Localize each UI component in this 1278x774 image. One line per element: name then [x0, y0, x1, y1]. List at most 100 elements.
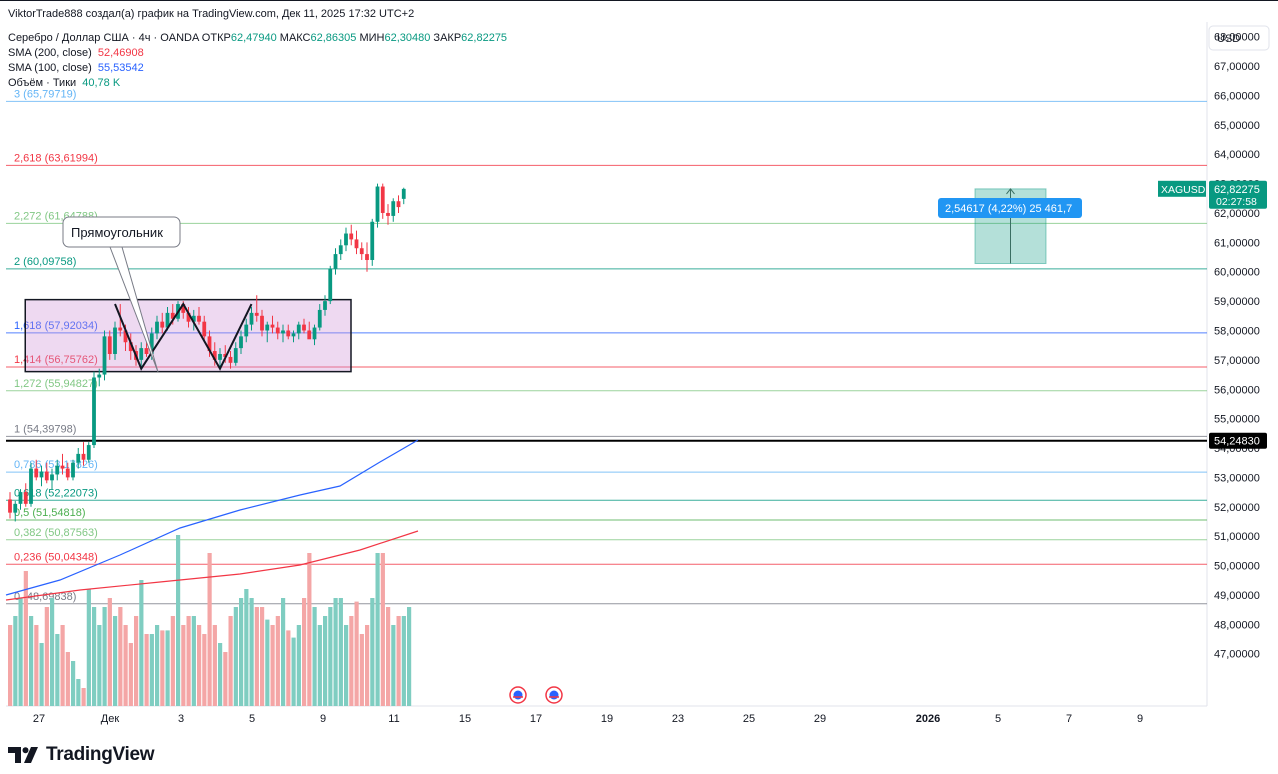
time-tick-4: 9 — [320, 713, 326, 725]
brand-name: TradingView — [46, 744, 155, 765]
price-tick-0: 47,00000 — [1214, 649, 1260, 661]
time-tick-9: 23 — [672, 713, 684, 725]
candle-body-7 — [44, 471, 49, 481]
ohlc-0-label: ОТКР — [201, 32, 231, 44]
candle-body-73 — [391, 201, 396, 216]
volume-bar-66 — [354, 601, 359, 706]
candle-body-4 — [29, 468, 33, 504]
volume-bar-15 — [86, 589, 91, 706]
volume-bar-27 — [149, 634, 154, 706]
time-tick-11: 29 — [814, 713, 826, 725]
fib-label-12: 2,618 (63,61994) — [14, 152, 98, 164]
candle-body-61 — [328, 268, 333, 302]
candle-body-37 — [202, 321, 207, 337]
time-tick-13: 5 — [995, 713, 1001, 725]
sma200-label: SMA (200, close) — [8, 47, 92, 59]
time-tick-5: 11 — [388, 713, 399, 725]
legend-symbol-row[interactable]: Серебро / Доллар США · 4ч · OANDA ОТКР62… — [8, 31, 507, 45]
candle-body-54 — [291, 333, 296, 337]
fib-label-10: 2 (60,09758) — [14, 256, 76, 268]
volume-bar-72 — [386, 607, 391, 706]
volume-label: Объём · Тики — [8, 77, 77, 89]
volume-bar-47 — [254, 607, 259, 706]
volume-bar-53 — [286, 630, 291, 706]
candle-body-41 — [223, 353, 228, 357]
candle-body-1 — [13, 503, 18, 513]
volume-bar-30 — [165, 630, 170, 706]
sma100-line — [5, 439, 419, 596]
volume-bar-73 — [391, 625, 396, 706]
volume-bar-40 — [218, 643, 223, 706]
zigzag-pattern[interactable] — [114, 302, 253, 371]
candle-body-30 — [165, 312, 170, 328]
time-tick-8: 19 — [601, 713, 613, 725]
candle-body-72 — [386, 212, 390, 216]
price-tick-21: 68,00000 — [1214, 32, 1260, 44]
price-tick-19: 66,00000 — [1214, 90, 1260, 102]
volume-bar-37 — [202, 634, 207, 706]
candle-body-63 — [338, 245, 343, 255]
volume-bar-39 — [212, 625, 217, 706]
currency-box[interactable] — [1208, 25, 1270, 51]
candle-body-2 — [18, 492, 23, 504]
candle-body-6 — [39, 471, 44, 478]
fib-label-13: 3 (65,79719) — [14, 88, 76, 100]
candle-body-13 — [76, 453, 81, 463]
volume-bar-34 — [186, 616, 191, 706]
legend-sma100[interactable]: SMA (100, close) 55,53542 — [8, 61, 144, 75]
volume-bar-0 — [8, 625, 13, 706]
volume-bar-1 — [13, 616, 18, 706]
sma200-line — [5, 530, 419, 601]
volume-bar-3 — [23, 571, 28, 706]
line-price-box — [1209, 432, 1267, 449]
event-flag-0-center — [513, 690, 523, 700]
candle-body-18 — [102, 336, 107, 375]
volume-bar-4 — [29, 616, 34, 706]
candle-body-47 — [254, 312, 259, 316]
price-tick-4: 51,00000 — [1214, 531, 1260, 543]
volume-bar-8 — [50, 598, 55, 706]
tradingview-logo[interactable]: TradingView — [8, 744, 155, 766]
candle-body-5 — [34, 468, 39, 478]
price-tick-1: 48,00000 — [1214, 619, 1260, 631]
currency-label: USD — [1217, 33, 1240, 45]
ohlc-1-value: 62,86305 — [310, 32, 357, 44]
volume-bar-71 — [380, 553, 385, 706]
volume-bar-51 — [275, 616, 280, 706]
last-price-value: 62,82275 — [1214, 184, 1260, 196]
callout-box[interactable] — [62, 216, 181, 248]
candle-body-42 — [228, 356, 233, 363]
legend-sma200[interactable]: SMA (200, close) 52,46908 — [8, 46, 144, 60]
volume-bar-61 — [328, 607, 333, 706]
sma100-label: SMA (100, close) — [8, 62, 92, 74]
volume-bar-50 — [270, 625, 275, 706]
volume-bar-26 — [144, 634, 149, 706]
fib-label-4: 0,618 (52,22073) — [14, 487, 98, 499]
volume-bar-74 — [396, 616, 401, 706]
candle-body-70 — [375, 186, 380, 222]
price-tick-15: 62,00000 — [1214, 208, 1260, 220]
volume-bar-76 — [407, 607, 412, 706]
candle-body-21 — [118, 327, 123, 331]
candle-body-34 — [186, 312, 191, 322]
volume-bar-18 — [102, 607, 107, 706]
candle-body-26 — [144, 348, 149, 354]
sma100-value: 55,53542 — [97, 62, 144, 74]
price-tick-5: 52,00000 — [1214, 502, 1260, 514]
volume-value: 40,78 K — [82, 77, 121, 89]
tradingview-logo-icon — [8, 747, 38, 763]
volume-bar-2 — [18, 598, 23, 706]
volume-bar-57 — [307, 553, 312, 706]
legend-volume[interactable]: Объём · Тики 40,78 K — [8, 76, 120, 90]
legend-ohlc: ОТКР62,47940 МАКС62,86305 МИН62,30480 ЗА… — [202, 32, 507, 44]
time-tick-12: 2026 — [916, 713, 940, 725]
price-tick-8: 55,00000 — [1214, 414, 1260, 426]
candle-body-68 — [365, 254, 369, 260]
candle-body-49 — [265, 324, 270, 331]
price-tick-13: 60,00000 — [1214, 267, 1260, 279]
volume-bar-12 — [71, 661, 76, 706]
last-price-box[interactable] — [1209, 180, 1267, 209]
volume-bar-11 — [65, 652, 70, 706]
volume-bar-42 — [228, 616, 233, 706]
